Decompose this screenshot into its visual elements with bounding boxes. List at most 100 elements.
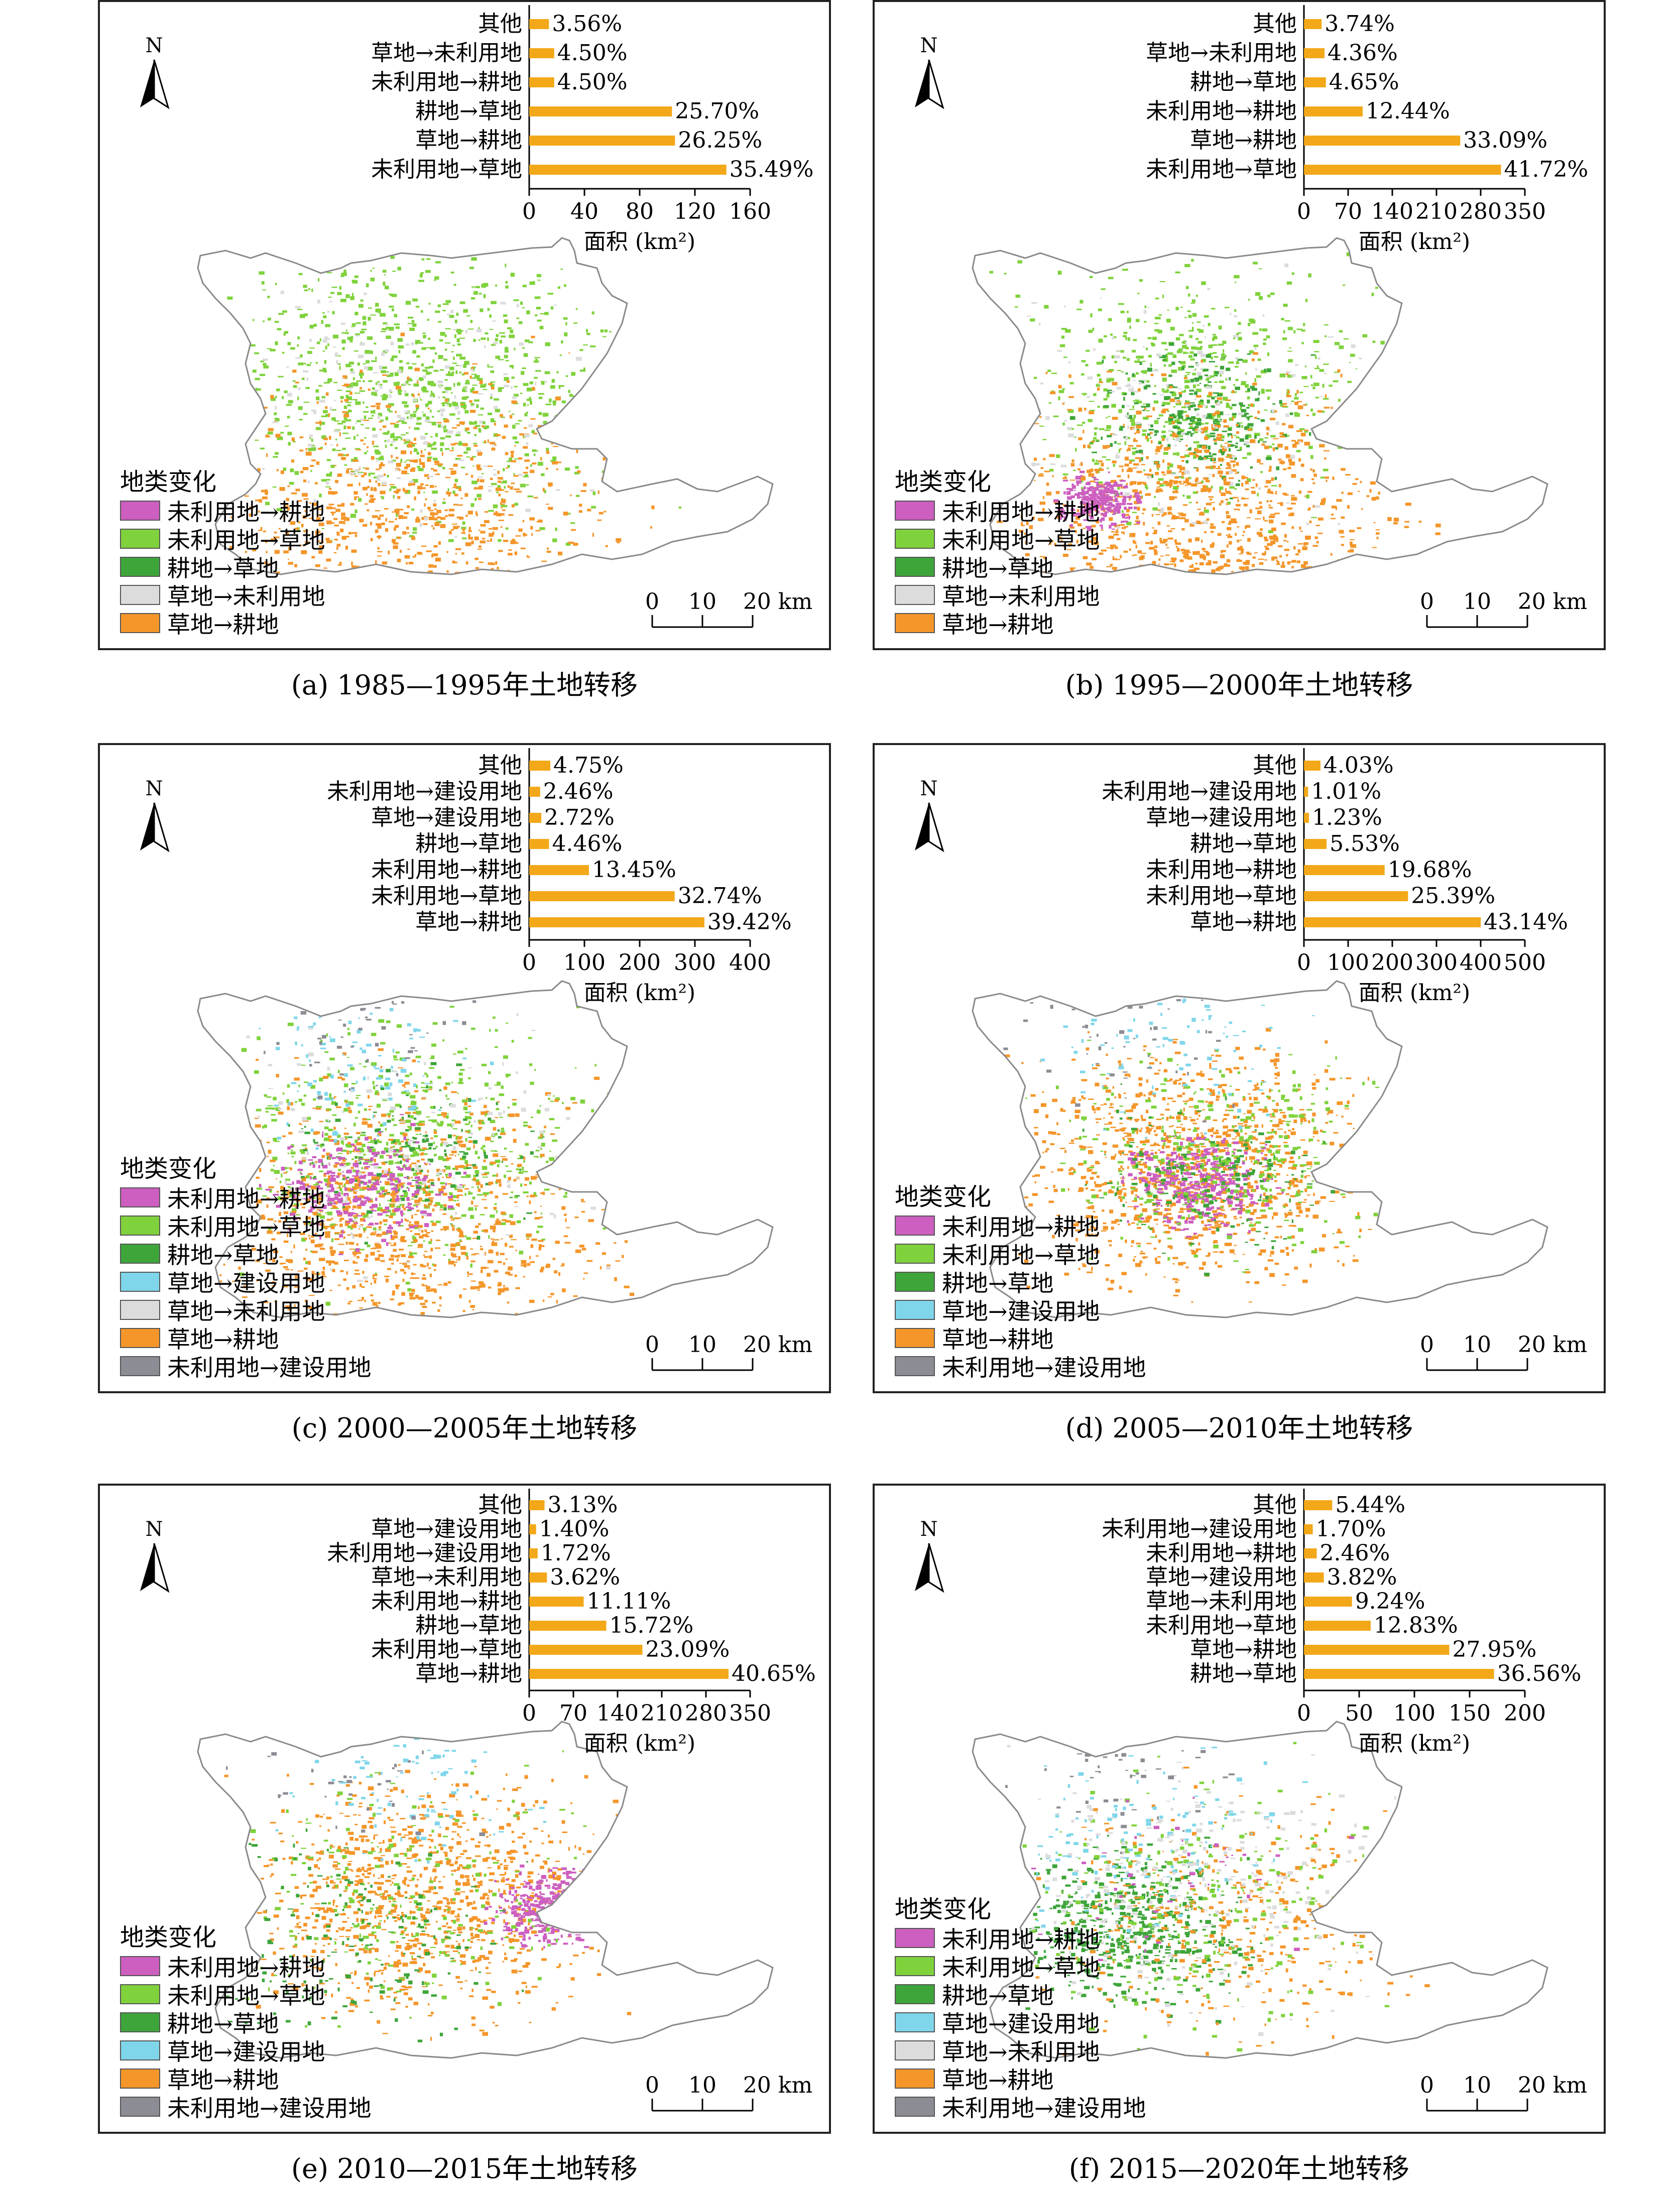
legend-item: 草地→建设用地 xyxy=(120,1268,372,1296)
bar xyxy=(1304,917,1481,927)
legend-item: 草地→耕地 xyxy=(895,2064,1146,2093)
bar-percent-label: 1.40% xyxy=(539,1516,610,1542)
category-label: 草地→耕地 xyxy=(1190,1637,1297,1662)
panel-caption: (b) 1995—2000年土地转移 xyxy=(873,663,1606,702)
legend-swatch xyxy=(120,1244,160,1264)
bar-percent-label: 19.68% xyxy=(1388,857,1472,883)
x-tick-label: 70 xyxy=(1334,199,1362,224)
legend-swatch xyxy=(120,1956,160,1976)
bar-percent-label: 4.65% xyxy=(1329,69,1399,95)
legend-swatch xyxy=(895,557,935,577)
bar-percent-label: 2.72% xyxy=(544,805,615,830)
bar-percent-label: 40.65% xyxy=(732,1661,816,1686)
category-label: 未利用地→建设用地 xyxy=(1102,1516,1297,1542)
bar-percent-label: 1.72% xyxy=(541,1540,611,1566)
bar-percent-label: 3.56% xyxy=(552,11,622,37)
category-label: 其他 xyxy=(1253,11,1297,37)
panel-caption: (e) 2010—2015年土地转移 xyxy=(98,2146,831,2186)
legend-label: 未利用地→建设用地 xyxy=(942,2090,1146,2123)
legend-label: 未利用地→建设用地 xyxy=(167,2090,372,2123)
bar xyxy=(1304,19,1322,29)
category-label: 耕地→草地 xyxy=(415,831,522,857)
bar-percent-label: 4.46% xyxy=(552,831,622,857)
svg-text:N: N xyxy=(920,34,938,57)
bar-percent-label: 4.75% xyxy=(553,753,624,778)
legend-swatch xyxy=(120,1272,160,1292)
category-label: 未利用地→耕地 xyxy=(1146,857,1297,883)
legend-item: 草地→耕地 xyxy=(895,1324,1146,1352)
bar-percent-label: 5.44% xyxy=(1335,1492,1405,1518)
x-tick-label: 70 xyxy=(559,1701,587,1726)
north-arrow-icon: N xyxy=(140,777,168,851)
category-label: 其他 xyxy=(478,11,522,37)
category-label: 未利用地→耕地 xyxy=(371,857,522,883)
legend-item: 未利用地→草地 xyxy=(895,1952,1146,1980)
x-tick-label: 140 xyxy=(596,1701,639,1726)
legend-swatch xyxy=(895,1356,935,1376)
bar-percent-label: 25.70% xyxy=(675,98,759,124)
legend-swatch xyxy=(120,501,160,521)
bar-percent-label: 4.50% xyxy=(557,40,628,66)
bar xyxy=(1304,1572,1324,1583)
legend-item: 未利用地→耕地 xyxy=(895,1924,1146,1952)
legend-item: 草地→耕地 xyxy=(120,2064,372,2093)
legend-item: 未利用地→耕地 xyxy=(895,1211,1146,1240)
bar xyxy=(529,1572,547,1583)
x-tick-label: 0 xyxy=(522,199,536,224)
x-tick-label: 150 xyxy=(1449,1701,1491,1726)
scale-tick-label: 0 xyxy=(1420,589,1434,615)
category-label: 未利用地→草地 xyxy=(371,1637,522,1662)
x-tick-label: 120 xyxy=(674,199,716,224)
bar-percent-label: 4.36% xyxy=(1328,40,1398,66)
bar-percent-label: 32.74% xyxy=(678,883,762,909)
bar-percent-label: 13.45% xyxy=(592,857,676,883)
legend-item: 未利用地→耕地 xyxy=(120,1183,372,1211)
x-tick-label: 300 xyxy=(674,950,716,976)
legend-item: 草地→未利用地 xyxy=(895,2036,1146,2064)
legend-item: 未利用地→草地 xyxy=(895,1240,1146,1268)
category-label: 其他 xyxy=(478,753,522,778)
legend-swatch xyxy=(895,2069,935,2089)
legend-item: 耕地→草地 xyxy=(895,1268,1146,1296)
bar xyxy=(529,787,540,797)
bar xyxy=(1304,839,1327,849)
bar xyxy=(1304,136,1460,146)
legend-item: 草地→耕地 xyxy=(895,609,1100,637)
category-label: 未利用地→草地 xyxy=(1146,883,1297,909)
bar xyxy=(529,1548,538,1558)
bar-percent-label: 25.39% xyxy=(1411,883,1495,909)
legend-title: 地类变化 xyxy=(895,467,1100,497)
x-tick-label: 400 xyxy=(1460,950,1502,976)
scale-tick-label: 0 xyxy=(1420,2073,1434,2098)
category-label: 草地→耕地 xyxy=(415,1661,522,1686)
bar-percent-label: 9.24% xyxy=(1355,1589,1425,1614)
legend-item: 耕地→草地 xyxy=(895,1980,1146,2008)
x-tick-label: 40 xyxy=(570,199,598,224)
bar xyxy=(1304,1597,1352,1607)
bar xyxy=(1304,1500,1332,1510)
x-axis-label: 面积 (km²) xyxy=(1359,980,1470,1006)
scale-tick-label: 10 xyxy=(688,589,716,615)
category-label: 耕地→草地 xyxy=(1190,1661,1297,1686)
bar xyxy=(1304,1621,1371,1631)
bar xyxy=(1304,891,1408,901)
scale-tick-label: 0 xyxy=(645,589,659,615)
legend-item: 未利用地→耕地 xyxy=(895,497,1100,525)
legend-swatch xyxy=(120,557,160,577)
category-label: 未利用地→草地 xyxy=(1146,157,1297,182)
category-label: 草地→耕地 xyxy=(415,909,522,935)
north-arrow-icon: N xyxy=(915,1518,943,1591)
scale-tick-label: 0 xyxy=(645,1332,659,1358)
legend-swatch xyxy=(120,2069,160,2089)
legend-item: 草地→建设用地 xyxy=(895,1296,1146,1324)
bar-percent-label: 3.62% xyxy=(550,1564,620,1590)
legend-swatch xyxy=(895,1300,935,1320)
legend-item: 耕地→草地 xyxy=(895,553,1100,581)
